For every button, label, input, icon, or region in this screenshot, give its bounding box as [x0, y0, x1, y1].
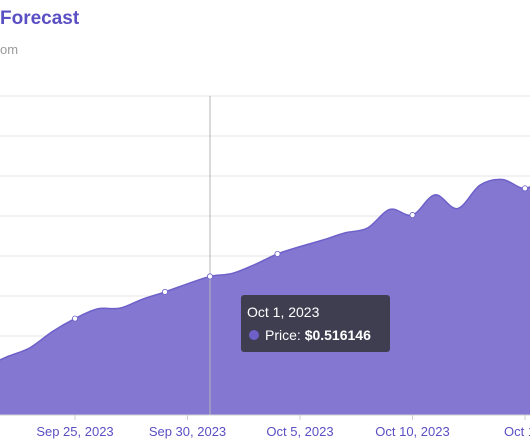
hover-tooltip: Oct 1, 2023 Price: $0.516146: [241, 295, 390, 352]
data-point-marker: [274, 250, 281, 257]
data-point-marker: [72, 315, 79, 322]
x-tick-label: Oct 10, 2023: [375, 424, 449, 439]
chart-title: Forecast: [0, 8, 80, 29]
x-tick-label: Sep 25, 2023: [36, 424, 113, 439]
series-swatch-icon: [249, 330, 259, 341]
data-point-marker: [409, 212, 416, 219]
data-point-marker: [522, 185, 529, 192]
x-tick-label: Oct 15,: [504, 424, 530, 439]
tooltip-series-label: Price:: [265, 327, 301, 343]
x-axis: Sep 25, 2023 Sep 30, 2023 Oct 5, 2023 Oct 1…: [0, 414, 530, 439]
tooltip-value: $0.516146: [304, 327, 371, 343]
tooltip-row: Price: $0.516146: [249, 327, 371, 343]
price-line: [0, 178, 530, 361]
data-point-marker: [206, 273, 213, 280]
x-tick-label: Sep 30, 2023: [149, 424, 226, 439]
data-point-marker: [161, 288, 168, 295]
tooltip-date: Oct 1, 2023: [247, 304, 320, 320]
x-tick-label: Oct 5, 2023: [266, 424, 333, 439]
chart-subtitle: om: [0, 42, 19, 57]
